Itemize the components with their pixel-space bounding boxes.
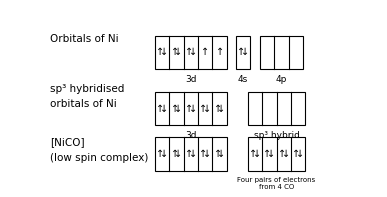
Text: ↓: ↓ [203, 149, 211, 159]
Bar [155, 36, 227, 69]
Text: ↑: ↑ [214, 149, 222, 159]
Text: ↑: ↑ [185, 47, 193, 58]
Text: 3d: 3d [185, 75, 197, 84]
Text: ↑: ↑ [216, 47, 224, 58]
Text: sp³ hybrid: sp³ hybrid [254, 131, 300, 140]
Text: ↓: ↓ [217, 104, 226, 114]
Text: 4p: 4p [276, 75, 287, 84]
Bar [248, 138, 305, 171]
Text: ↑: ↑ [171, 104, 179, 114]
Text: sp³ hybridised: sp³ hybridised [50, 84, 124, 94]
Text: ↓: ↓ [253, 149, 261, 159]
Text: ↑: ↑ [278, 149, 286, 159]
Text: ↓: ↓ [188, 47, 197, 58]
Text: ↓: ↓ [217, 149, 226, 159]
Text: ↓: ↓ [160, 47, 168, 58]
Text: Four pairs of electrons
from 4 CO: Four pairs of electrons from 4 CO [238, 177, 316, 190]
Text: ↓: ↓ [282, 149, 290, 159]
Bar [236, 36, 250, 69]
Text: ↑: ↑ [171, 47, 179, 58]
Text: ↑: ↑ [171, 149, 179, 159]
Text: ↑: ↑ [156, 149, 164, 159]
Text: ↑: ↑ [292, 149, 300, 159]
Bar [248, 92, 305, 125]
Text: ↑: ↑ [199, 104, 207, 114]
Text: ↓: ↓ [188, 104, 197, 114]
Text: ↑: ↑ [214, 104, 222, 114]
Text: ↑: ↑ [185, 149, 193, 159]
Text: 3d: 3d [185, 131, 197, 140]
Text: ↑: ↑ [201, 47, 209, 58]
Text: 4s: 4s [238, 75, 248, 84]
Text: ↓: ↓ [296, 149, 304, 159]
Text: orbitals of Ni: orbitals of Ni [50, 99, 116, 110]
Bar [260, 36, 303, 69]
Text: (low spin complex): (low spin complex) [50, 152, 148, 163]
Text: ↓: ↓ [267, 149, 276, 159]
Text: Orbitals of Ni: Orbitals of Ni [50, 34, 118, 44]
Text: ↓: ↓ [203, 104, 211, 114]
Text: ↑: ↑ [249, 149, 257, 159]
Text: ↓: ↓ [174, 149, 182, 159]
Text: ↑: ↑ [237, 47, 245, 58]
Text: ↓: ↓ [174, 47, 182, 58]
Text: ↑: ↑ [264, 149, 272, 159]
Text: ↑: ↑ [156, 104, 164, 114]
Text: ↑: ↑ [156, 47, 164, 58]
Text: ↓: ↓ [241, 47, 249, 58]
Text: ↓: ↓ [160, 149, 168, 159]
Bar [155, 92, 227, 125]
Text: ↓: ↓ [160, 104, 168, 114]
Text: ↓: ↓ [174, 104, 182, 114]
Text: ↓: ↓ [188, 149, 197, 159]
Text: ↑: ↑ [185, 104, 193, 114]
Text: [NiCO]: [NiCO] [50, 138, 84, 147]
Text: ↑: ↑ [199, 149, 207, 159]
Bar [155, 138, 227, 171]
